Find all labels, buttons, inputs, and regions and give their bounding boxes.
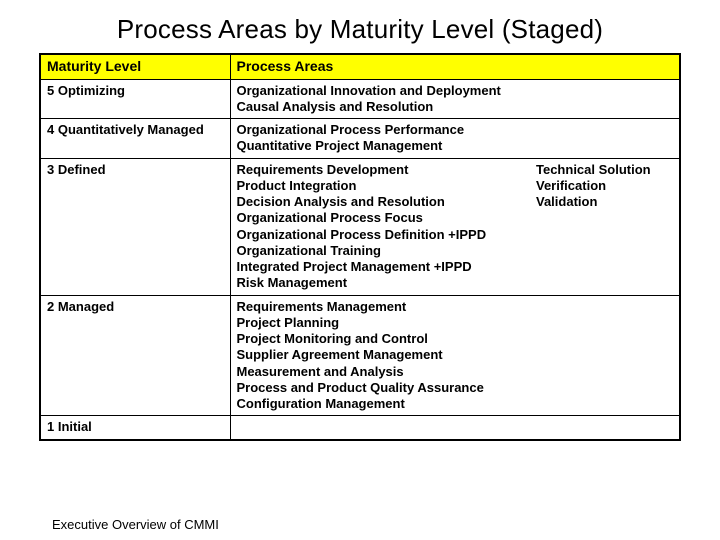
slide: Process Areas by Maturity Level (Staged)… — [0, 0, 720, 540]
table-row: 5 Optimizing Organizational Innovation a… — [40, 79, 680, 119]
process-areas-extra-cell: Technical Solution VerificationValidatio… — [530, 158, 680, 295]
maturity-level-cell: 1 Initial — [40, 416, 230, 440]
table-row: 1 Initial — [40, 416, 680, 440]
table-header-row: Maturity Level Process Areas — [40, 54, 680, 79]
col-header-maturity: Maturity Level — [40, 54, 230, 79]
process-areas-cell: Requirements DevelopmentProduct Integrat… — [230, 158, 530, 295]
maturity-level-cell: 4 Quantitatively Managed — [40, 119, 230, 159]
process-areas-table: Maturity Level Process Areas 5 Optimizin… — [39, 53, 681, 441]
process-areas-cell: Requirements ManagementProject PlanningP… — [230, 295, 680, 416]
table-row: 4 Quantitatively Managed Organizational … — [40, 119, 680, 159]
col-header-process-areas: Process Areas — [230, 54, 680, 79]
page-title: Process Areas by Maturity Level (Staged) — [0, 0, 720, 53]
maturity-level-cell: 2 Managed — [40, 295, 230, 416]
maturity-level-cell: 5 Optimizing — [40, 79, 230, 119]
maturity-level-cell: 3 Defined — [40, 158, 230, 295]
process-areas-cell — [230, 416, 680, 440]
table-row: 2 Managed Requirements ManagementProject… — [40, 295, 680, 416]
table-body: 5 Optimizing Organizational Innovation a… — [40, 79, 680, 440]
process-areas-cell: Organizational Innovation and Deployment… — [230, 79, 680, 119]
footer-text: Executive Overview of CMMI — [52, 517, 219, 532]
process-areas-cell: Organizational Process PerformanceQuanti… — [230, 119, 680, 159]
table-row: 3 Defined Requirements DevelopmentProduc… — [40, 158, 680, 295]
